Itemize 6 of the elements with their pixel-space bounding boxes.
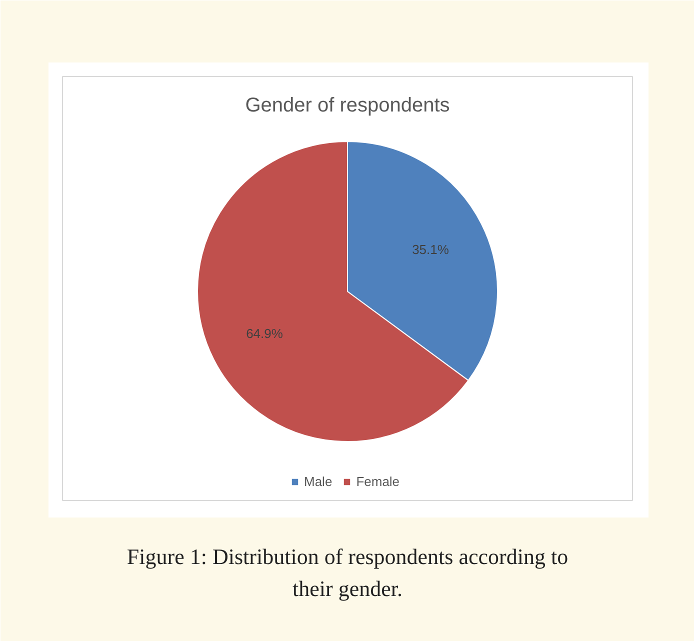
chart-title: Gender of respondents xyxy=(245,94,450,116)
caption: Figure 1: Distribution of respondents according to their gender. xyxy=(126,544,568,601)
legend-label: Female xyxy=(356,474,400,489)
legend-label: Male xyxy=(304,474,332,489)
data-label: 64.9% xyxy=(246,326,284,341)
data-label: 35.1% xyxy=(412,242,450,258)
